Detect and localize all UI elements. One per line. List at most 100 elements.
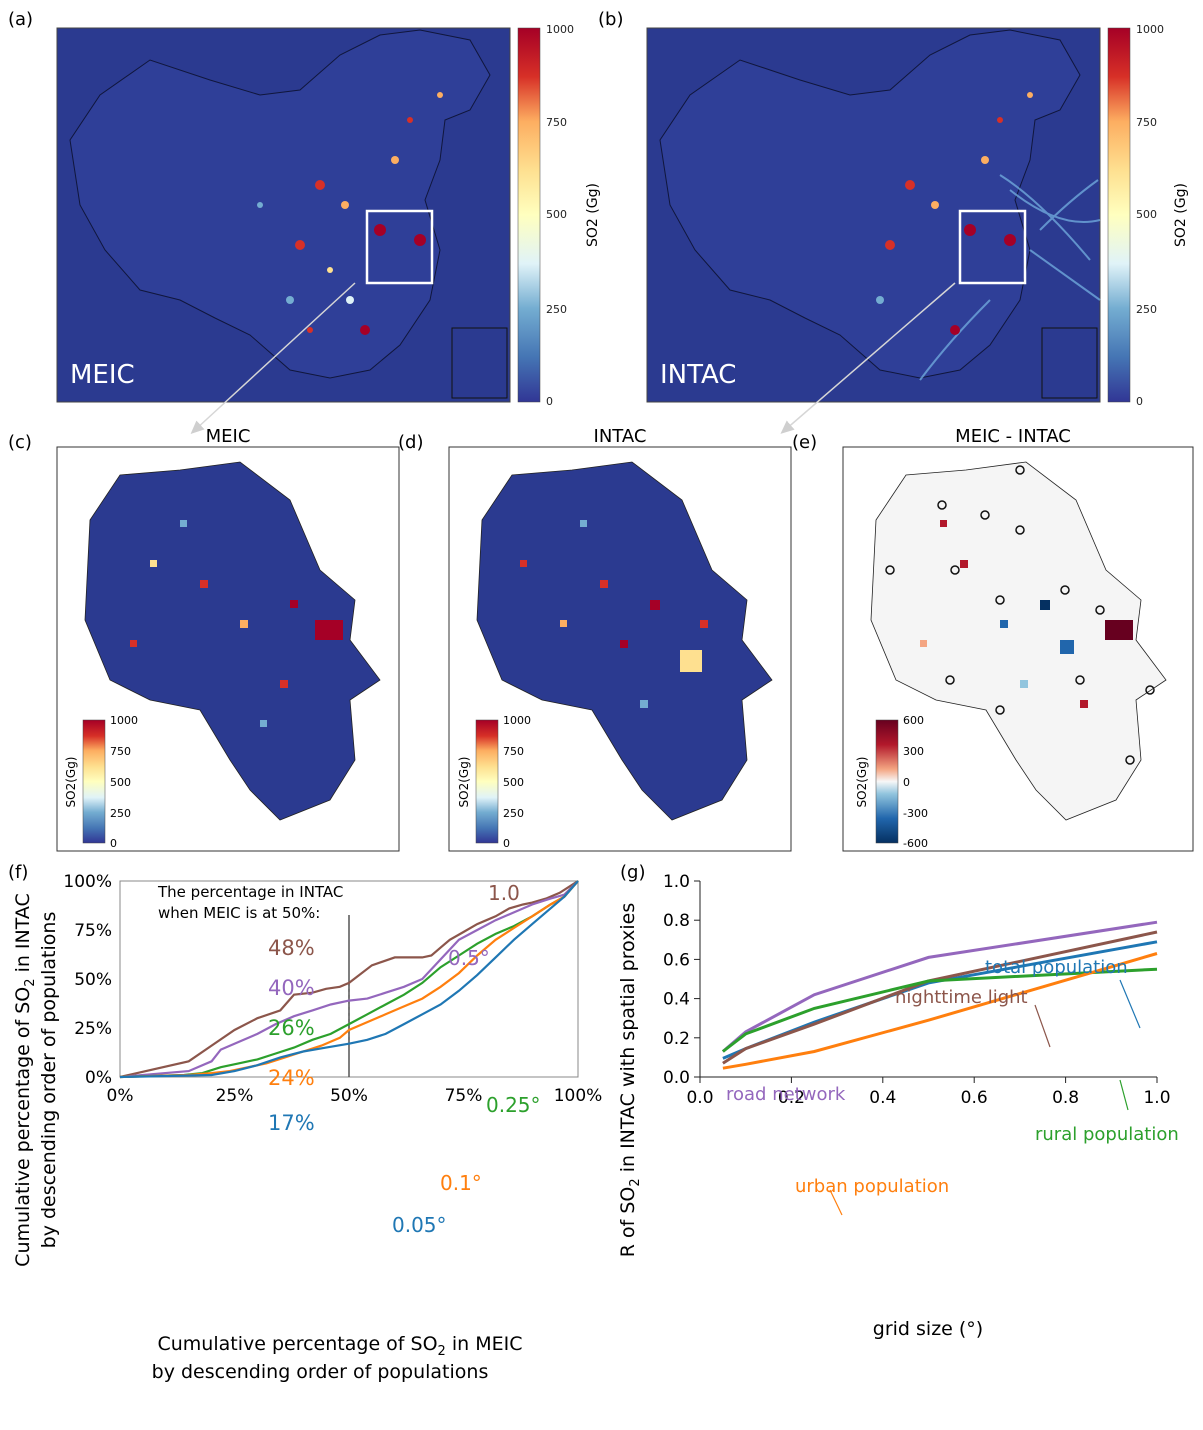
chart-g-y-tick-label: 0.8 xyxy=(663,911,690,931)
panel-c-cbar-tick: 250 xyxy=(110,807,131,820)
chart-f-x-tick-label: 50% xyxy=(330,1086,368,1106)
panel-d-tag: (d) xyxy=(398,432,423,453)
panel-d-colorbar xyxy=(475,719,499,844)
chart-g-x-tick-label: 0.8 xyxy=(1052,1088,1079,1108)
panel-a-cbar-label: SO2 (Gg) xyxy=(585,183,601,247)
chart-f-ylabel-line1: Cumulative percentage of SO2 in INTAC xyxy=(12,893,38,1267)
chart-g-line-rural-population xyxy=(721,967,1158,1053)
panel-g: (g) 0.0 0.2 0.4 0.6 0.8 1.0 0.0 0.2 0.4 0.6 0.8 1.… xyxy=(617,862,1179,1340)
chart-f-y-ticks: 0% 25% 50% 75% 100% xyxy=(63,872,112,1088)
panel-d: (d) INTAC 1000 750 500 250 0 SO2(Gg) xyxy=(398,426,792,852)
chart-g-ylabel: R of SO2 in INTAC with spatial proxies xyxy=(617,903,643,1257)
panel-c-cbar-tick: 1000 xyxy=(110,714,138,727)
chart-f-series-label-01deg: 0.1° xyxy=(440,1171,482,1195)
chart-g-label-total: total population xyxy=(985,957,1128,978)
panel-a-cbar-tick: 0 xyxy=(546,395,553,408)
panel-c-hotspots xyxy=(130,520,343,727)
panel-c-colorbar xyxy=(82,719,106,844)
chart-f-annotation-line1: The percentage in INTAC xyxy=(157,883,343,901)
panel-a-cbar-tick: 1000 xyxy=(546,23,574,36)
panel-a-cbar-tick: 500 xyxy=(546,208,567,221)
chart-f-value-01deg: 24% xyxy=(268,1066,315,1090)
chart-f-y-tick-label: 75% xyxy=(74,921,112,941)
chart-f-y-tick-label: 50% xyxy=(74,970,112,990)
chart-f-line-0-25 xyxy=(119,880,579,1079)
panel-e-cbar-tick: 300 xyxy=(903,745,924,758)
panel-b-cbar-tick: 1000 xyxy=(1136,23,1164,36)
panel-a-tag: (a) xyxy=(8,9,33,30)
chart-f-y-tick-label: 25% xyxy=(74,1019,112,1039)
chart-f-x-ticks: 0% 25% 50% 75% 100% xyxy=(107,1086,603,1106)
panel-b-cbar-tick: 250 xyxy=(1136,303,1157,316)
panel-b: (b) INTAC 1000 750 500 250 0 SO2 (Gg) xyxy=(598,9,1189,408)
panel-g-tag: (g) xyxy=(620,862,645,883)
chart-f-line-0-5 xyxy=(119,880,579,1079)
chart-f-x-tick-label: 75% xyxy=(445,1086,483,1106)
zoom-arrow-b xyxy=(780,282,956,434)
panel-d-cbar-tick: 0 xyxy=(503,837,510,850)
chart-g-label-road: road network xyxy=(726,1084,846,1105)
chart-f-annotation-line2: when MEIC is at 50%: xyxy=(158,904,320,922)
chart-g-line-nighttime-light xyxy=(722,930,1158,1065)
chart-f-line-0-05 xyxy=(119,880,579,1079)
chart-f-series-label-005deg: 0.05° xyxy=(392,1213,447,1237)
chart-g-y-tick-label: 0.2 xyxy=(663,1029,690,1049)
panel-e-cbar-tick: -300 xyxy=(903,807,928,820)
panel-b-tag: (b) xyxy=(598,9,623,30)
panel-d-cbar-tick: 1000 xyxy=(503,714,531,727)
panel-d-cbar-tick: 750 xyxy=(503,745,524,758)
chart-g-y-tick-label: 1.0 xyxy=(663,872,690,892)
panel-a-label: MEIC xyxy=(70,360,135,390)
panel-e-colorbar xyxy=(875,719,899,844)
panel-f: (f) 0% 25% 50% 75% 100% 0% 25% 50% 75% 100% The … xyxy=(8,862,602,1383)
chart-f-series-label-05deg: 0.5° xyxy=(448,946,490,970)
chart-f-x-tick-label: 0% xyxy=(107,1086,134,1106)
chart-g-y-tick-label: 0.4 xyxy=(663,990,690,1010)
chart-f-series xyxy=(119,880,579,1079)
panel-c-cbar-tick: 500 xyxy=(110,776,131,789)
panel-a-hotspots xyxy=(257,92,443,335)
panel-d-cbar-label: SO2(Gg) xyxy=(457,757,471,808)
panel-c-cbar-label: SO2(Gg) xyxy=(64,757,78,808)
panel-b-colorbar xyxy=(1107,27,1131,403)
panel-b-shipping-lanes xyxy=(919,174,1101,381)
chart-f-y-tick-label: 0% xyxy=(85,1068,112,1088)
chart-f-value-1deg: 48% xyxy=(268,936,315,960)
panel-d-hotspots xyxy=(520,520,708,708)
panel-e-title: MEIC - INTAC xyxy=(955,426,1071,447)
chart-g-y-tick-label: 0.6 xyxy=(663,950,690,970)
panel-b-label: INTAC xyxy=(660,360,736,390)
chart-f-series-label-025deg: 0.25° xyxy=(486,1093,541,1117)
chart-f-xlabel-line1: Cumulative percentage of SO2 in MEIC xyxy=(157,1333,522,1359)
panel-c-title: MEIC xyxy=(206,426,251,447)
panel-d-title: INTAC xyxy=(594,426,647,447)
chart-g-label-urban: urban population xyxy=(795,1176,949,1197)
panel-d-cbar-tick: 250 xyxy=(503,807,524,820)
chart-g-y-tick-label: 0.0 xyxy=(663,1068,690,1088)
panel-e-hotspots xyxy=(920,520,1133,708)
panel-c-cbar-tick: 750 xyxy=(110,745,131,758)
chart-f-value-005deg: 17% xyxy=(268,1111,315,1135)
panel-e-cbar-label: SO2(Gg) xyxy=(855,757,869,808)
chart-g-x-ticks: 0.0 0.2 0.4 0.6 0.8 1.0 xyxy=(686,1077,1171,1108)
chart-g-label-leaders xyxy=(829,979,1141,1216)
chart-g-label-night: nighttime light xyxy=(895,987,1028,1008)
chart-f-value-05deg: 40% xyxy=(268,976,315,1000)
chart-g-x-tick-label: 0.0 xyxy=(686,1088,713,1108)
panel-b-cbar-tick: 750 xyxy=(1136,116,1157,129)
panel-c-cbar-tick: 0 xyxy=(110,837,117,850)
panel-b-china-outline xyxy=(659,29,1081,379)
chart-g-xlabel: grid size (°) xyxy=(873,1318,983,1340)
panel-e-cbar-tick: -600 xyxy=(903,837,928,850)
panel-a-zoom-box xyxy=(365,209,434,285)
panel-e-city-markers xyxy=(885,465,1155,765)
panel-a-inset xyxy=(451,327,508,399)
panel-c-region xyxy=(84,461,381,821)
chart-g-x-tick-label: 0.2 xyxy=(778,1088,805,1108)
panel-a-colorbar xyxy=(517,27,541,403)
chart-g-x-tick-label: 1.0 xyxy=(1143,1088,1170,1108)
chart-g-label-rural: rural population xyxy=(1035,1124,1179,1145)
panel-e-cbar-tick: 0 xyxy=(903,776,910,789)
panel-b-cbar-tick: 500 xyxy=(1136,208,1157,221)
